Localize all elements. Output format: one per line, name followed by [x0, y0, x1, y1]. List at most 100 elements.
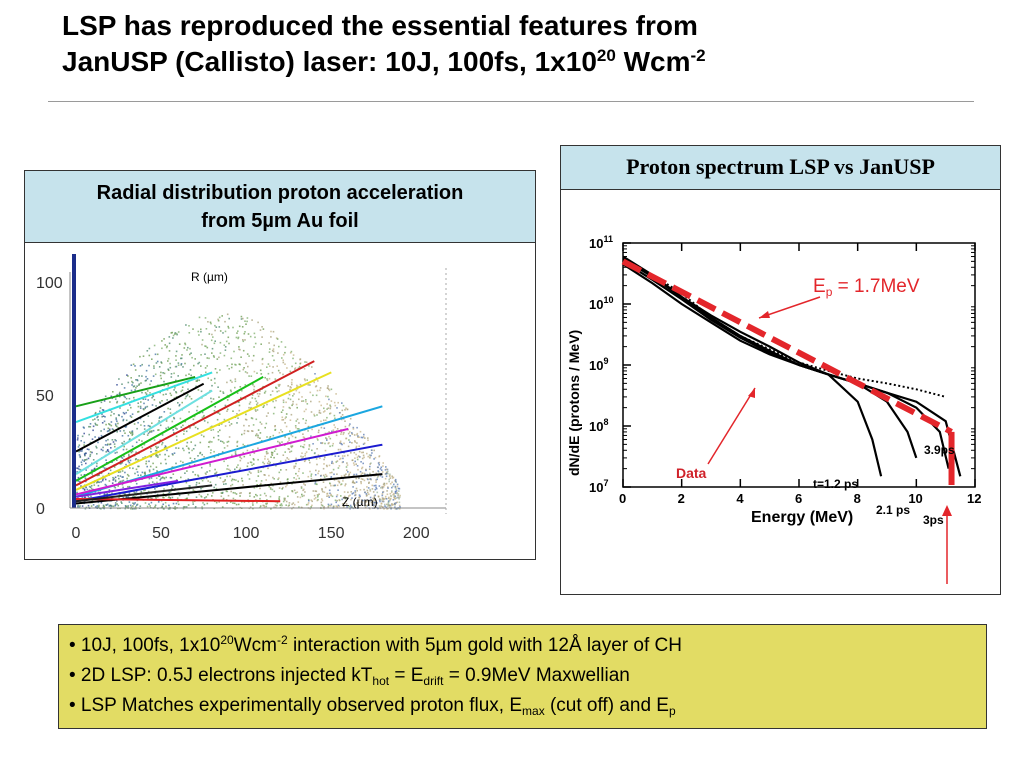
particle-dot [176, 439, 178, 441]
particle-dot [192, 503, 194, 505]
particle-dot [135, 491, 138, 493]
particle-dot [305, 503, 308, 506]
particle-dot [169, 412, 172, 414]
particle-dot [174, 365, 177, 368]
particle-dot [223, 460, 225, 463]
particle-dot [78, 506, 81, 509]
particle-dot [343, 455, 346, 457]
particle-dot [348, 474, 350, 477]
particle-dot [148, 460, 150, 463]
particle-dot [115, 424, 117, 427]
particle-dot [194, 358, 196, 360]
particle-dot [187, 447, 190, 449]
particle-dot [112, 441, 115, 443]
particle-dot [248, 355, 250, 357]
particle-dot [150, 455, 153, 458]
particle-dot [188, 395, 191, 398]
particle-dot [134, 495, 136, 498]
particle-dot [314, 482, 316, 485]
particle-dot [137, 411, 139, 413]
particle-dot [314, 490, 317, 492]
particle-dot [229, 389, 232, 392]
particle-dot [129, 438, 131, 440]
particle-dot [136, 379, 138, 381]
particle-dot [277, 369, 280, 372]
particle-dot [286, 457, 288, 459]
particle-dot [275, 337, 278, 339]
particle-dot [192, 489, 195, 491]
particle-dot [343, 491, 346, 493]
particle-dot [381, 497, 384, 499]
particle-dot [336, 484, 339, 487]
radial-tick-50: 50 [36, 388, 54, 405]
particle-dot [298, 398, 300, 401]
particle-dot [344, 483, 347, 485]
particle-dot [294, 368, 296, 370]
particle-dot [212, 355, 215, 357]
particle-dot [377, 475, 379, 477]
spectrum-series [622, 263, 962, 477]
particle-dot [268, 460, 270, 463]
particle-dot [105, 451, 107, 453]
particle-dot [243, 432, 246, 435]
particle-dot [197, 474, 199, 476]
particle-dot [110, 414, 112, 417]
particle-dot [97, 474, 99, 477]
particle-dot [387, 472, 389, 475]
particle-dot [329, 504, 332, 507]
particle-dot [304, 454, 306, 457]
particle-dot [228, 421, 230, 423]
particle-dot [127, 475, 130, 477]
z-axis-title: Z (µm) [342, 495, 378, 509]
particle-dot [392, 476, 395, 479]
particle-dot [154, 504, 157, 507]
particle-dot [389, 506, 391, 508]
particle-dot [183, 430, 185, 432]
particle-dot [338, 505, 341, 507]
particle-dot [156, 493, 159, 496]
particle-dot [243, 501, 246, 503]
particle-dot [97, 419, 99, 421]
particle-dot [323, 491, 326, 493]
particle-dot [154, 496, 157, 499]
particle-dot [164, 501, 167, 504]
particle-dot [114, 503, 117, 506]
particle-dot [96, 424, 99, 426]
particle-dot [367, 478, 369, 481]
particle-dot [272, 400, 274, 403]
particle-dot [203, 435, 205, 438]
particle-dot [344, 484, 346, 487]
particle-dot [112, 429, 115, 431]
particle-dot [184, 343, 187, 346]
particle-dot [144, 502, 147, 504]
particle-dot [124, 507, 127, 510]
particle-dot [229, 424, 231, 427]
particle-dot [188, 451, 190, 454]
particle-dot [206, 502, 209, 505]
particle-dot [383, 484, 386, 486]
particle-dot [300, 506, 303, 509]
particle-dot [127, 505, 129, 507]
trajectory-lines [75, 360, 383, 505]
particle-dot [128, 455, 130, 457]
particle-dot [145, 369, 148, 372]
particle-dot [79, 450, 82, 452]
particle-dot [291, 404, 293, 407]
particle-dot [328, 464, 331, 467]
particle-dot [269, 461, 271, 464]
particle-dot [180, 357, 182, 360]
particle-dot [378, 464, 380, 466]
particle-dot [123, 492, 126, 495]
particle-dot [171, 485, 174, 487]
particle-dot [338, 465, 341, 467]
x-tick-label: 8 [854, 491, 861, 506]
particle-dot [130, 507, 132, 510]
particle-dot [387, 503, 390, 505]
particle-dot [109, 469, 112, 472]
particle-dot [295, 403, 298, 406]
y-tick-label: 109 [589, 356, 608, 373]
particle-dot [81, 505, 84, 507]
particle-dot [293, 503, 296, 506]
particle-dot [265, 451, 268, 453]
particle-dot [250, 406, 252, 409]
